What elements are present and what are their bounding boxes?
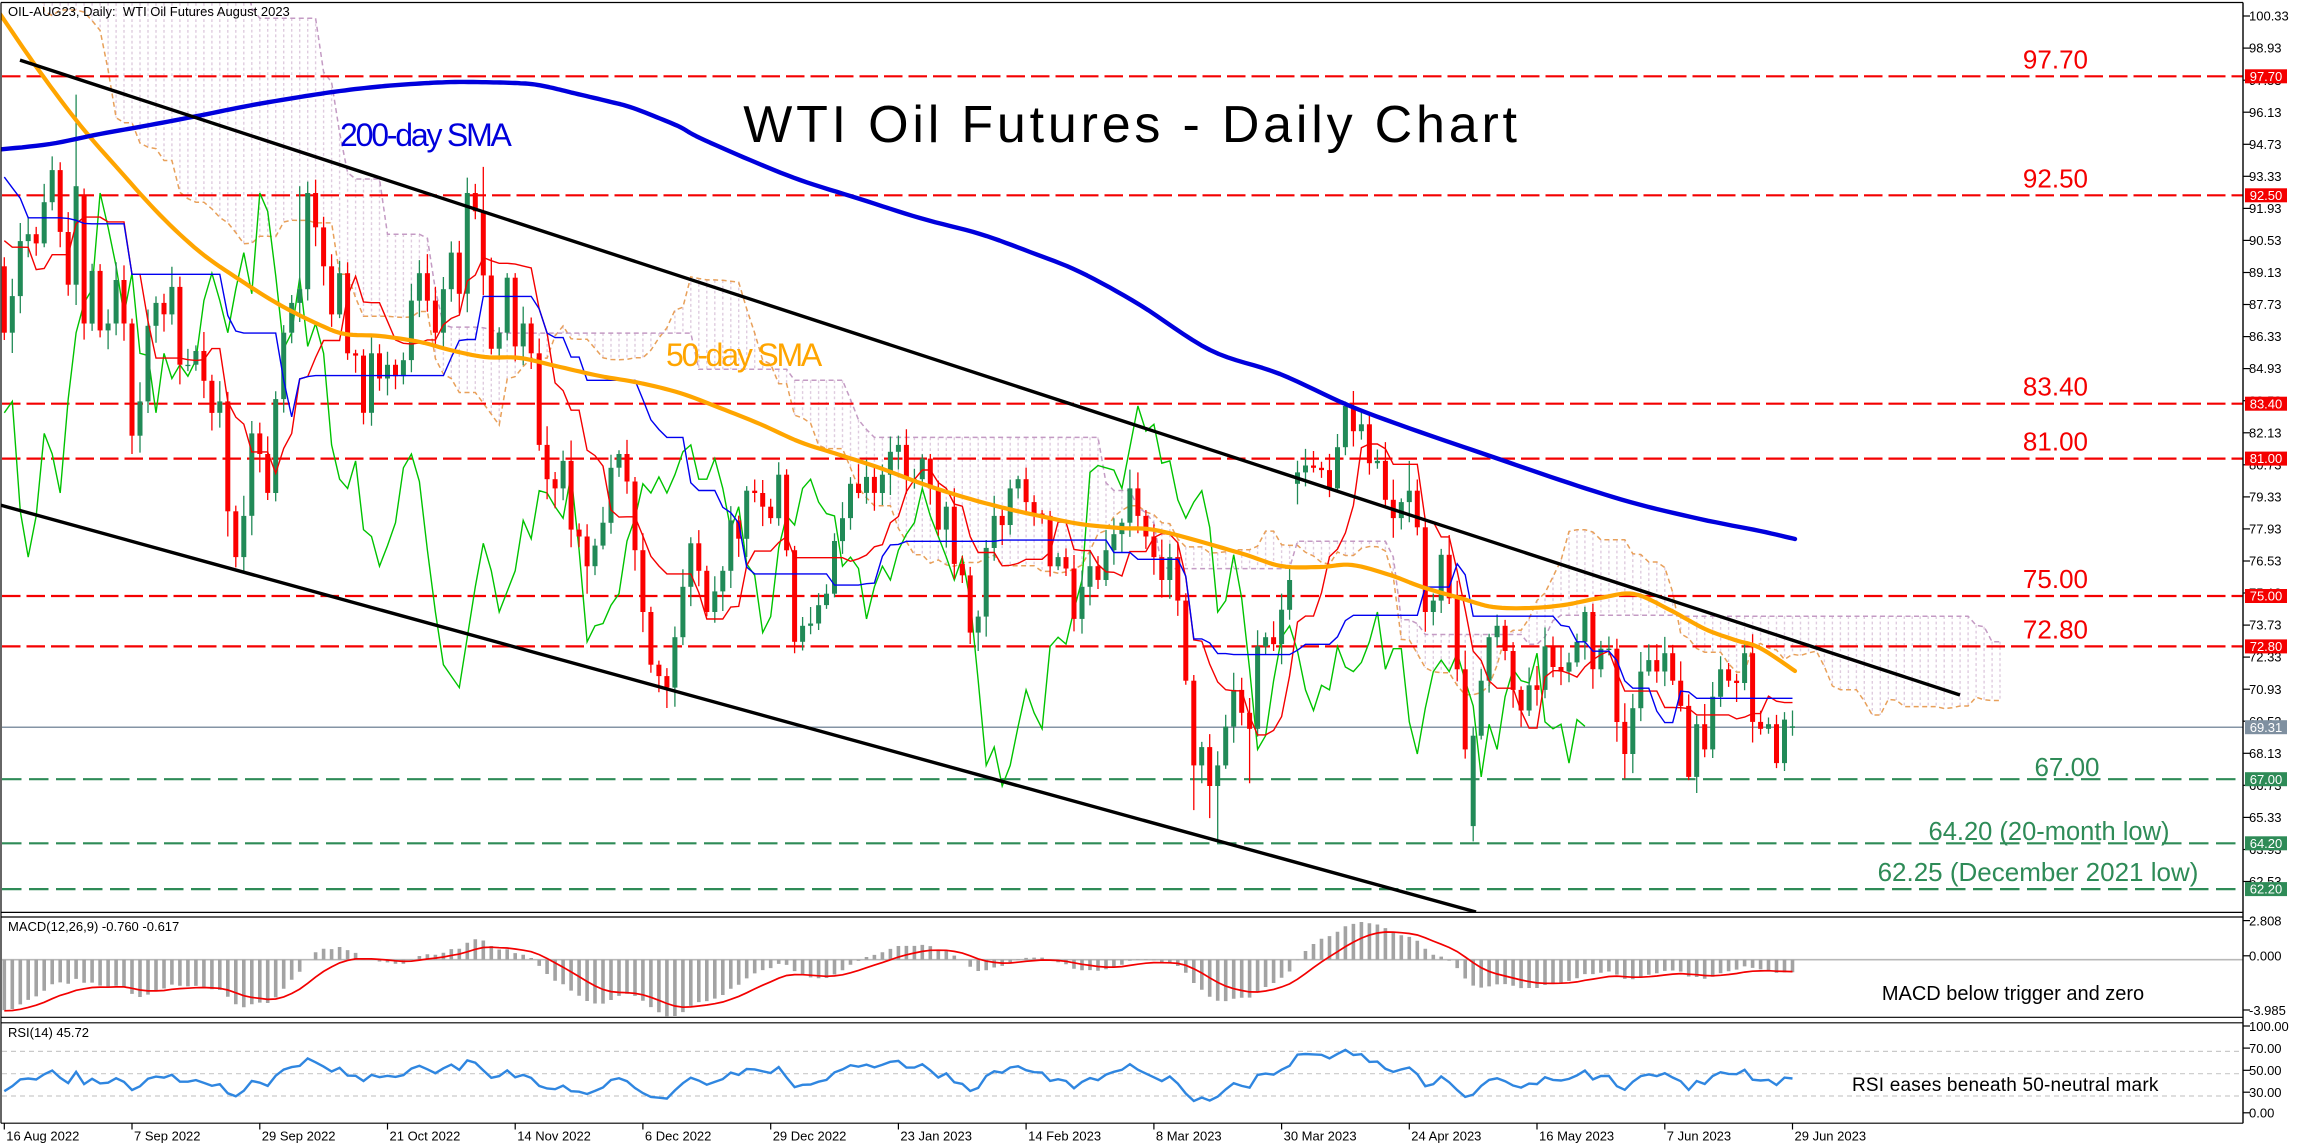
svg-text:21 Oct 2022: 21 Oct 2022	[390, 1129, 461, 1144]
svg-text:29 Sep 2022: 29 Sep 2022	[262, 1129, 336, 1144]
svg-text:29 Jun 2023: 29 Jun 2023	[1795, 1129, 1867, 1144]
svg-text:67.00: 67.00	[2034, 752, 2099, 782]
svg-text:72.80: 72.80	[2250, 639, 2283, 654]
svg-text:62.20: 62.20	[2250, 882, 2283, 897]
svg-text:16 Aug 2022: 16 Aug 2022	[6, 1129, 79, 1144]
svg-text:72.80: 72.80	[2023, 614, 2088, 644]
svg-text:75.00: 75.00	[2023, 564, 2088, 594]
svg-text:91.93: 91.93	[2249, 201, 2282, 216]
svg-text:86.33: 86.33	[2249, 329, 2282, 344]
svg-text:76.53: 76.53	[2249, 554, 2282, 569]
svg-text:50-day SMA: 50-day SMA	[666, 337, 823, 373]
svg-text:30 Mar 2023: 30 Mar 2023	[1284, 1129, 1357, 1144]
svg-text:100.00: 100.00	[2249, 1019, 2289, 1034]
svg-text:7 Jun 2023: 7 Jun 2023	[1667, 1129, 1731, 1144]
svg-text:81.00: 81.00	[2023, 427, 2088, 457]
svg-text:77.93: 77.93	[2249, 522, 2282, 537]
svg-text:29 Dec 2022: 29 Dec 2022	[773, 1129, 847, 1144]
svg-text:97.70: 97.70	[2250, 69, 2283, 84]
svg-text:81.00: 81.00	[2250, 451, 2283, 466]
svg-text:MACD(12,26,9) -0.760 -0.617: MACD(12,26,9) -0.760 -0.617	[8, 919, 179, 934]
svg-text:83.40: 83.40	[2023, 372, 2088, 402]
svg-text:8 Mar 2023: 8 Mar 2023	[1156, 1129, 1222, 1144]
svg-text:0.00: 0.00	[2249, 1106, 2274, 1121]
svg-text:7 Sep 2022: 7 Sep 2022	[134, 1129, 201, 1144]
svg-text:50.00: 50.00	[2249, 1063, 2282, 1078]
svg-text:62.25 (December 2021 low): 62.25 (December 2021 low)	[1878, 857, 2199, 887]
svg-text:WTI Oil Futures - Daily Chart: WTI Oil Futures - Daily Chart	[743, 96, 1521, 154]
svg-text:69.31: 69.31	[2250, 720, 2283, 735]
svg-text:23 Jan 2023: 23 Jan 2023	[900, 1129, 972, 1144]
svg-text:200-day SMA: 200-day SMA	[340, 117, 513, 153]
svg-text:93.33: 93.33	[2249, 169, 2282, 184]
svg-text:2.808: 2.808	[2249, 913, 2282, 928]
svg-text:14 Nov 2022: 14 Nov 2022	[517, 1129, 591, 1144]
svg-text:89.13: 89.13	[2249, 265, 2282, 280]
svg-text:94.73: 94.73	[2249, 137, 2282, 152]
svg-text:72.33: 72.33	[2249, 650, 2282, 665]
svg-text:84.93: 84.93	[2249, 361, 2282, 376]
svg-text:MACD below trigger and zero: MACD below trigger and zero	[1882, 983, 2144, 1005]
svg-text:64.20: 64.20	[2250, 836, 2283, 851]
svg-text:RSI(14) 45.72: RSI(14) 45.72	[8, 1025, 89, 1040]
svg-text:0.000: 0.000	[2249, 949, 2282, 964]
svg-text:6 Dec 2022: 6 Dec 2022	[645, 1129, 712, 1144]
svg-text:-3.985: -3.985	[2249, 1003, 2286, 1018]
svg-text:70.00: 70.00	[2249, 1041, 2282, 1056]
svg-text:92.50: 92.50	[2250, 188, 2283, 203]
svg-text:65.33: 65.33	[2249, 810, 2282, 825]
svg-text:87.73: 87.73	[2249, 297, 2282, 312]
svg-text:24 Apr 2023: 24 Apr 2023	[1411, 1129, 1481, 1144]
svg-text:70.93: 70.93	[2249, 682, 2282, 697]
svg-text:90.53: 90.53	[2249, 233, 2282, 248]
svg-text:75.00: 75.00	[2250, 589, 2283, 604]
svg-text:73.73: 73.73	[2249, 618, 2282, 633]
svg-text:83.40: 83.40	[2250, 396, 2283, 411]
svg-text:96.13: 96.13	[2249, 105, 2282, 120]
svg-text:68.13: 68.13	[2249, 746, 2282, 761]
svg-text:98.93: 98.93	[2249, 41, 2282, 56]
svg-text:OIL-AUG23, Daily: WTI Oil Fut: OIL-AUG23, Daily: WTI Oil Futures August…	[8, 4, 290, 19]
svg-text:79.33: 79.33	[2249, 490, 2282, 505]
svg-text:67.00: 67.00	[2250, 772, 2283, 787]
svg-text:RSI eases beneath 50-neutral m: RSI eases beneath 50-neutral mark	[1852, 1075, 2159, 1096]
svg-text:16 May 2023: 16 May 2023	[1539, 1129, 1614, 1144]
svg-text:92.50: 92.50	[2023, 163, 2088, 193]
svg-text:100.33: 100.33	[2249, 9, 2289, 24]
svg-text:82.13: 82.13	[2249, 425, 2282, 440]
svg-text:30.00: 30.00	[2249, 1085, 2282, 1100]
svg-text:64.20 (20-month low): 64.20 (20-month low)	[1929, 818, 2170, 846]
svg-text:97.70: 97.70	[2023, 44, 2088, 74]
svg-text:14 Feb 2023: 14 Feb 2023	[1028, 1129, 1101, 1144]
